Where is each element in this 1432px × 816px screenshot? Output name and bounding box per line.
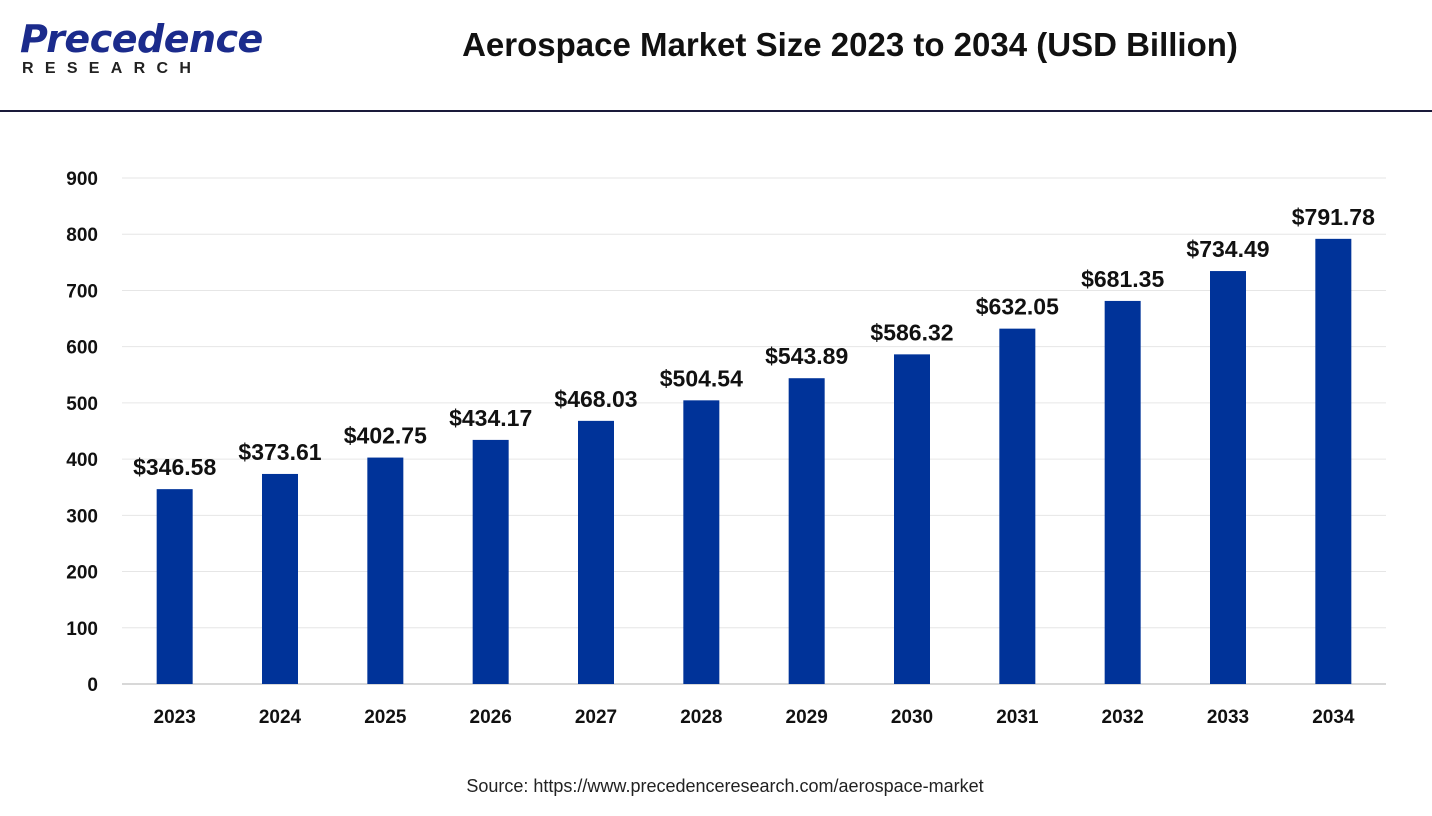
data-label: $346.58: [133, 454, 216, 480]
bar: [788, 378, 825, 684]
bar: [683, 400, 720, 684]
x-tick-label: 2027: [575, 707, 617, 728]
y-tick-label: 200: [66, 563, 98, 584]
data-label: $681.35: [1081, 266, 1164, 292]
y-tick-label: 100: [66, 619, 98, 640]
y-tick-label: 500: [66, 394, 98, 415]
source-note: Source: https://www.precedenceresearch.c…: [466, 776, 984, 796]
logo-wordmark: Precedence: [20, 17, 263, 61]
x-tick-label: 2023: [154, 707, 196, 728]
bar: [156, 489, 193, 684]
x-tick-label: 2028: [680, 707, 722, 728]
data-label: $402.75: [344, 423, 427, 449]
x-tick-label: 2032: [1102, 707, 1144, 728]
chart-title: Aerospace Market Size 2023 to 2034 (USD …: [462, 26, 1238, 63]
bar: [1210, 271, 1246, 684]
x-tick-label: 2030: [891, 707, 933, 728]
x-tick-label: 2024: [259, 707, 302, 728]
data-label: $373.61: [238, 439, 321, 465]
y-tick-label: 400: [66, 450, 98, 471]
header-divider: [0, 110, 1432, 112]
y-tick-label: 700: [66, 281, 98, 302]
y-tick-label: 0: [87, 675, 98, 696]
bar: [578, 420, 614, 684]
bar-chart: 0 100 200 300 400 500 600 700 800 900 $346.58 2023 $…: [66, 169, 1386, 728]
data-label: $434.17: [449, 405, 532, 431]
y-tick-label: 800: [66, 225, 98, 246]
logo-subtitle: RESEARCH: [22, 60, 203, 77]
bar: [1104, 300, 1141, 684]
bar: [262, 473, 298, 684]
x-tick-label: 2025: [364, 707, 407, 728]
bar: [1315, 238, 1352, 684]
y-tick-label: 600: [66, 338, 98, 359]
data-label: $586.32: [870, 319, 953, 345]
data-label: $791.78: [1292, 204, 1375, 230]
bar: [999, 328, 1036, 684]
bar: [894, 354, 930, 684]
x-tick-label: 2029: [786, 707, 828, 728]
x-tick-label: 2026: [470, 707, 512, 728]
bar: [367, 457, 404, 684]
data-label: $734.49: [1186, 236, 1269, 262]
data-label: $632.05: [976, 294, 1059, 320]
data-label: $468.03: [554, 386, 637, 412]
y-tick-label: 900: [66, 169, 98, 190]
x-tick-label: 2034: [1312, 707, 1355, 728]
x-tick-label: 2033: [1207, 707, 1249, 728]
data-label: $504.54: [660, 365, 743, 391]
bar: [472, 439, 509, 684]
brand-logo: Precedence RESEARCH: [20, 14, 263, 84]
y-tick-label: 300: [66, 506, 98, 527]
data-label: $543.89: [765, 343, 848, 369]
x-tick-label: 2031: [996, 707, 1039, 728]
